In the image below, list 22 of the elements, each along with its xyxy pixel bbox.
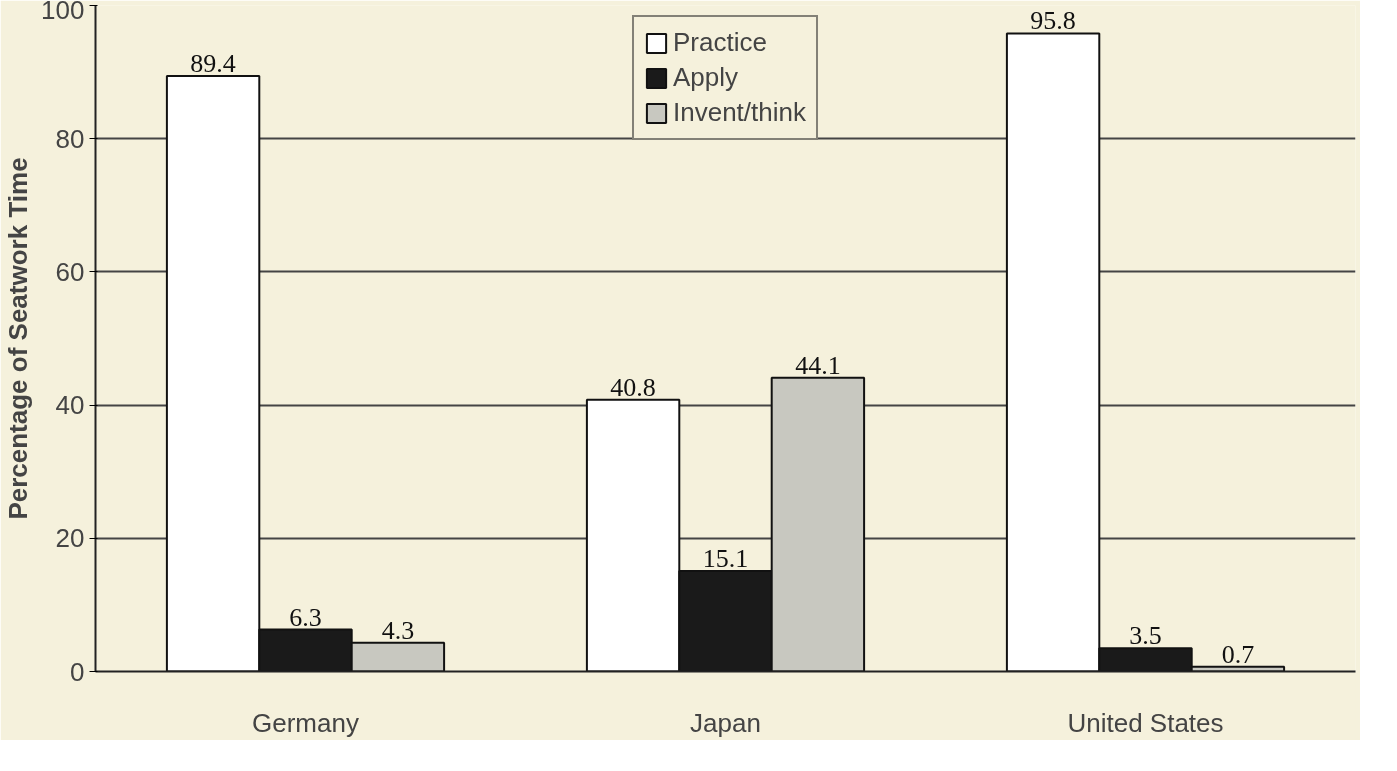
data-label: 3.5	[1129, 621, 1162, 651]
data-label: 6.3	[289, 602, 322, 632]
legend-label: Invent/think	[673, 97, 806, 128]
data-label: 0.7	[1221, 639, 1255, 669]
data-label: 89.4	[190, 49, 236, 79]
y-tick-label: 60	[55, 256, 85, 287]
data-label: 95.8	[1030, 6, 1076, 36]
y-tick-label: 100	[41, 0, 85, 25]
legend-label: Apply	[673, 62, 739, 93]
y-tick-label: 0	[70, 656, 85, 687]
legend-label: Practice	[673, 27, 767, 58]
x-tick-label: United States	[1067, 707, 1224, 738]
y-tick-label: 20	[55, 523, 85, 554]
y-tick-label: 80	[55, 123, 85, 154]
data-label: 40.8	[610, 372, 656, 402]
x-tick-label: Japan	[690, 707, 761, 738]
data-label: 4.3	[381, 615, 415, 645]
y-axis-title: Percentage of Seatwork Time	[3, 157, 34, 520]
data-label: 15.1	[702, 543, 749, 573]
x-tick-label: Germany	[252, 707, 359, 738]
data-label: 44.1	[795, 350, 841, 380]
y-tick-label: 40	[55, 390, 85, 421]
